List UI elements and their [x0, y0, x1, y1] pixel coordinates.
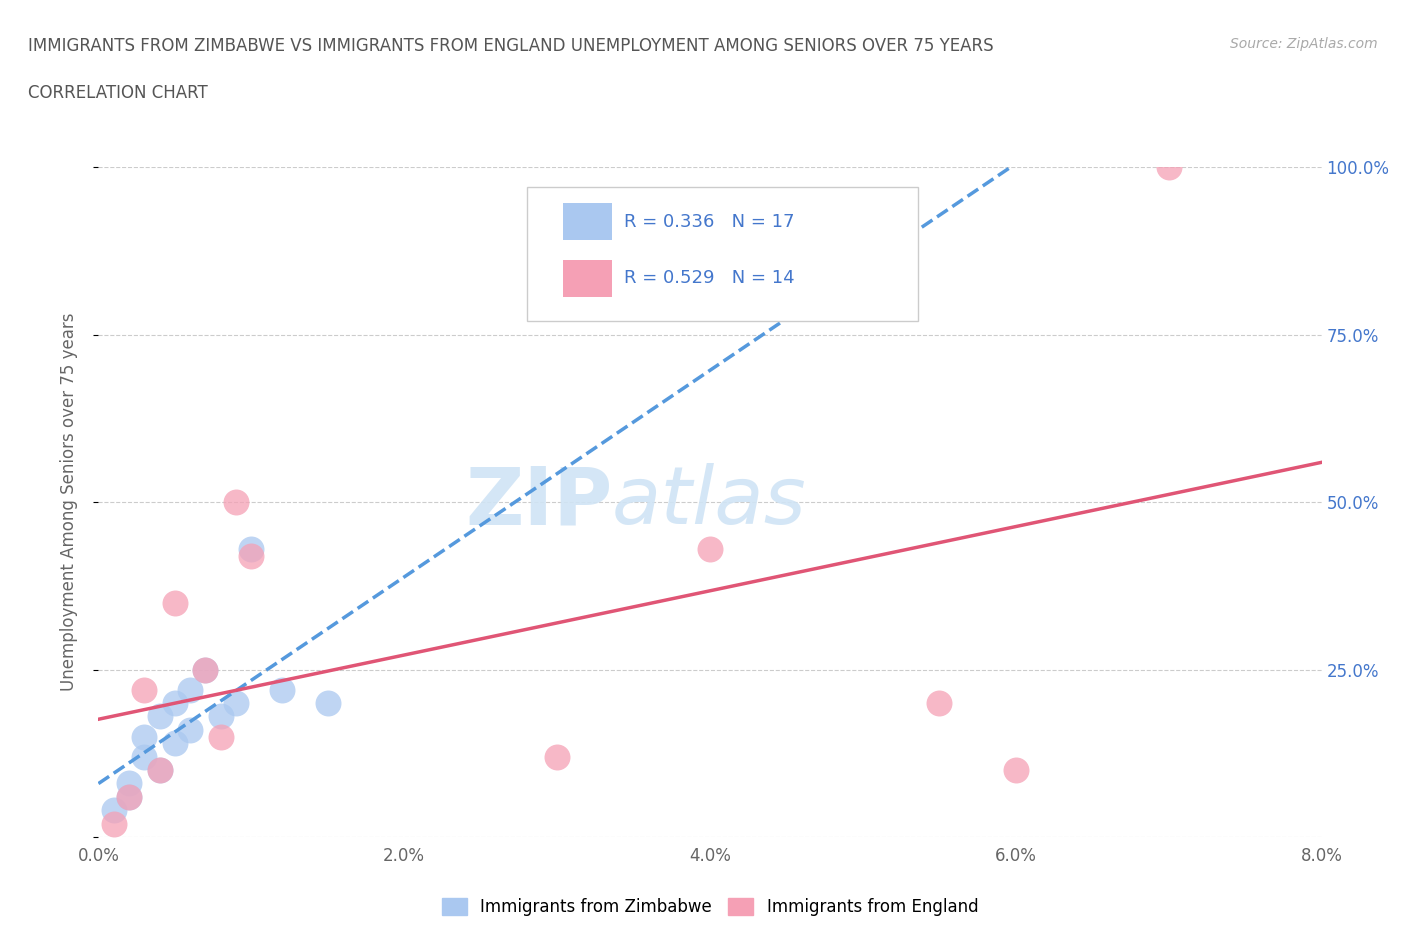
Point — [149, 763, 172, 777]
Point — [103, 817, 125, 831]
Legend: Immigrants from Zimbabwe, Immigrants from England: Immigrants from Zimbabwe, Immigrants fro… — [434, 891, 986, 923]
Point — [194, 662, 217, 677]
Text: Source: ZipAtlas.com: Source: ZipAtlas.com — [1230, 37, 1378, 51]
Point — [240, 541, 263, 556]
Point — [1004, 763, 1026, 777]
Point — [209, 709, 232, 724]
Point — [1157, 160, 1180, 175]
FancyBboxPatch shape — [564, 203, 612, 240]
Point — [103, 803, 125, 817]
Point — [209, 729, 232, 744]
FancyBboxPatch shape — [526, 188, 918, 322]
FancyBboxPatch shape — [564, 259, 612, 297]
Point — [118, 776, 141, 790]
Text: ZIP: ZIP — [465, 463, 612, 541]
Point — [134, 683, 156, 698]
Y-axis label: Unemployment Among Seniors over 75 years: Unemployment Among Seniors over 75 years — [59, 313, 77, 691]
Point — [316, 696, 339, 711]
Point — [134, 729, 156, 744]
Point — [225, 495, 247, 510]
Text: IMMIGRANTS FROM ZIMBABWE VS IMMIGRANTS FROM ENGLAND UNEMPLOYMENT AMONG SENIORS O: IMMIGRANTS FROM ZIMBABWE VS IMMIGRANTS F… — [28, 37, 994, 55]
Point — [163, 595, 186, 610]
Point — [149, 763, 172, 777]
Point — [179, 683, 201, 698]
Point — [194, 662, 217, 677]
Point — [149, 709, 172, 724]
Text: CORRELATION CHART: CORRELATION CHART — [28, 84, 208, 101]
Point — [118, 790, 141, 804]
Point — [225, 696, 247, 711]
Text: atlas: atlas — [612, 463, 807, 541]
Point — [179, 723, 201, 737]
Point — [118, 790, 141, 804]
Point — [699, 541, 721, 556]
Point — [270, 683, 294, 698]
Point — [134, 750, 156, 764]
Point — [163, 696, 186, 711]
Text: R = 0.529   N = 14: R = 0.529 N = 14 — [624, 269, 794, 287]
Text: R = 0.336   N = 17: R = 0.336 N = 17 — [624, 213, 794, 231]
Point — [240, 549, 263, 564]
Point — [546, 750, 568, 764]
Point — [928, 696, 950, 711]
Point — [163, 736, 186, 751]
